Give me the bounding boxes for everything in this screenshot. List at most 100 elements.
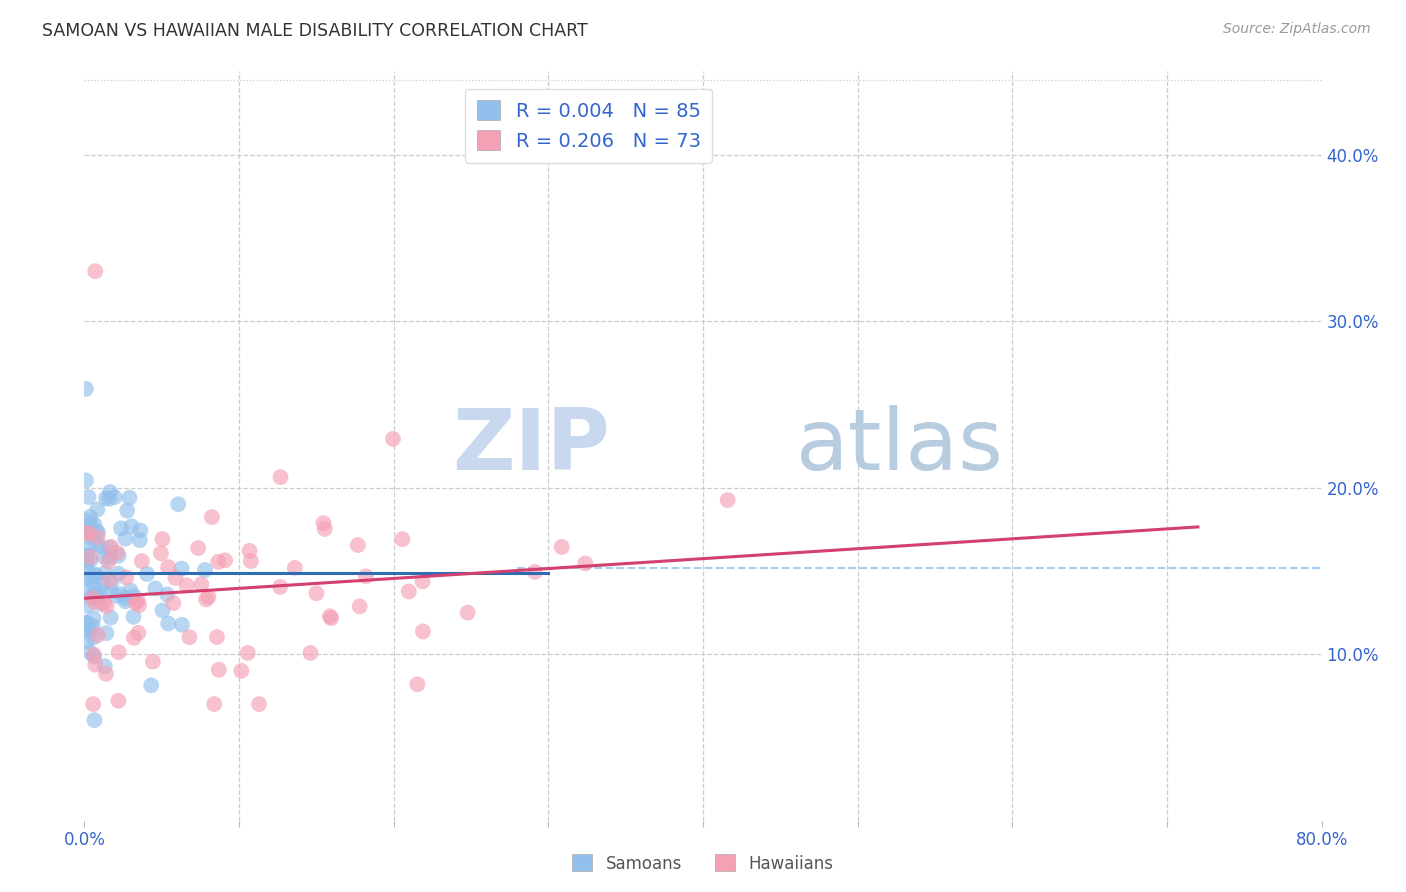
Point	[105, 589, 128, 603]
Point	[76, 617, 98, 632]
Point	[79, 550, 101, 565]
Point	[122, 609, 145, 624]
Point	[94, 491, 117, 505]
Point	[122, 589, 145, 603]
Point	[114, 532, 136, 546]
Point	[107, 694, 129, 708]
Point	[86, 538, 108, 552]
Point	[82, 591, 104, 606]
Point	[115, 503, 138, 517]
Point	[98, 573, 121, 587]
Point	[149, 546, 172, 560]
Point	[205, 630, 228, 644]
Point	[167, 497, 190, 511]
Point	[96, 599, 118, 614]
Point	[197, 590, 219, 604]
Point	[82, 619, 104, 633]
Point	[76, 548, 98, 562]
Point	[87, 524, 110, 539]
Point	[214, 553, 236, 567]
Text: SAMOAN VS HAWAIIAN MALE DISABILITY CORRELATION CHART: SAMOAN VS HAWAIIAN MALE DISABILITY CORRE…	[42, 22, 588, 40]
Point	[141, 678, 163, 692]
Point	[314, 522, 336, 536]
Point	[80, 570, 103, 584]
Point	[83, 568, 105, 582]
Point	[100, 584, 122, 599]
Point	[236, 646, 259, 660]
Point	[321, 611, 343, 625]
Point	[89, 597, 111, 611]
Point	[115, 570, 138, 584]
Point	[79, 553, 101, 567]
Point	[354, 569, 377, 583]
Point	[79, 591, 101, 605]
Point	[238, 544, 260, 558]
Point	[207, 555, 229, 569]
Point	[96, 626, 118, 640]
Point	[75, 558, 97, 572]
Point	[98, 550, 121, 565]
Point	[100, 610, 122, 624]
Point	[381, 432, 404, 446]
Point	[305, 586, 328, 600]
Point	[84, 264, 107, 278]
Point	[319, 609, 342, 624]
Point	[152, 603, 174, 617]
Point	[76, 526, 98, 541]
Point	[84, 657, 107, 672]
Point	[82, 631, 104, 645]
Point	[98, 485, 121, 500]
Point	[346, 538, 368, 552]
Point	[86, 524, 108, 539]
Point	[110, 587, 132, 601]
Point	[77, 542, 100, 557]
Point	[93, 549, 115, 564]
Point	[83, 595, 105, 609]
Point	[239, 554, 262, 568]
Point	[127, 625, 149, 640]
Point	[83, 587, 105, 601]
Point	[86, 502, 108, 516]
Point	[84, 567, 107, 582]
Point	[127, 593, 149, 607]
Point	[194, 563, 217, 577]
Point	[77, 526, 100, 541]
Point	[131, 554, 153, 568]
Point	[98, 491, 121, 506]
Point	[87, 628, 110, 642]
Point	[142, 655, 165, 669]
Point	[156, 587, 179, 601]
Point	[89, 583, 111, 598]
Point	[76, 615, 98, 630]
Point	[79, 622, 101, 636]
Point	[110, 521, 132, 535]
Point	[349, 599, 371, 614]
Point	[76, 599, 98, 613]
Point	[170, 561, 193, 575]
Point	[231, 664, 253, 678]
Point	[202, 697, 225, 711]
Point	[717, 493, 740, 508]
Point	[79, 510, 101, 524]
Point	[97, 555, 120, 569]
Point	[75, 555, 97, 569]
Point	[105, 546, 128, 560]
Point	[136, 566, 159, 581]
Point	[75, 582, 97, 596]
Point	[83, 579, 105, 593]
Point	[76, 634, 98, 648]
Point	[170, 617, 193, 632]
Point	[270, 470, 292, 484]
Point	[115, 591, 138, 605]
Point	[122, 631, 145, 645]
Point	[128, 598, 150, 612]
Text: ZIP: ZIP	[453, 404, 610, 488]
Point	[75, 549, 97, 563]
Point	[107, 645, 129, 659]
Text: Source: ZipAtlas.com: Source: ZipAtlas.com	[1223, 22, 1371, 37]
Point	[176, 578, 198, 592]
Point	[93, 576, 115, 591]
Point	[299, 646, 322, 660]
Point	[104, 490, 127, 504]
Point	[75, 615, 97, 630]
